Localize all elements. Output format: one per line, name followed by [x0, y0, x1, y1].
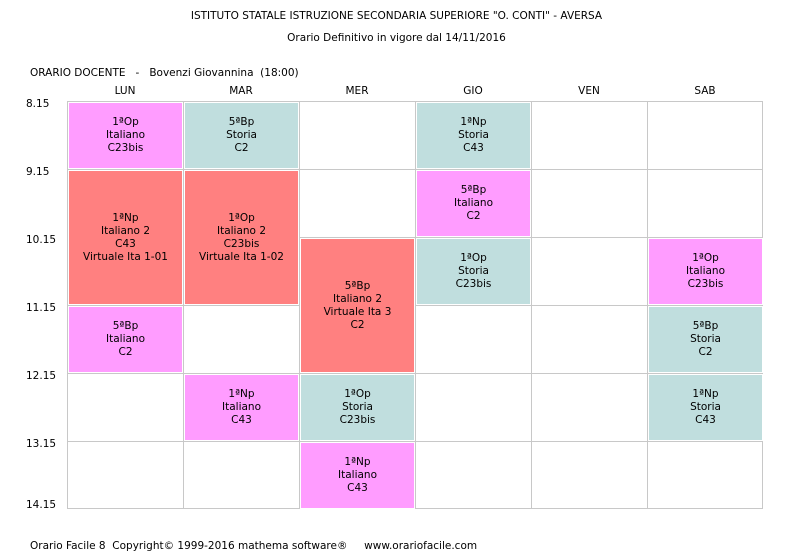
lesson-line: 5ªBp	[344, 279, 371, 292]
lesson-line: Italiano 2	[332, 292, 382, 305]
lesson-line: C2	[234, 142, 249, 154]
lesson-line: 1ªOp	[460, 252, 487, 264]
lesson-cell[interactable]: 1ªNp Italiano 2 C43 Virtuale Ita 1-01	[68, 170, 183, 305]
lesson-line: Italiano 2	[100, 224, 150, 237]
lesson-line: C43	[115, 237, 136, 250]
lesson-line: 1ªNp	[692, 388, 719, 400]
day-header-ven: VEN	[578, 85, 600, 97]
lesson-line: Italiano	[686, 265, 725, 277]
lesson-line: Italiano 2	[216, 224, 266, 237]
time-label: 13.15	[26, 438, 57, 450]
lesson-cell[interactable]: 1ªOp Storia C23bis	[300, 374, 415, 441]
lesson-cell[interactable]: 5ªBp Storia C2	[648, 306, 763, 373]
lesson-line: C23bis	[455, 278, 492, 290]
lesson-line: Storia	[690, 333, 721, 345]
lesson-line: Virtuale Ita 3	[323, 305, 392, 318]
grid-row-divider	[68, 441, 762, 442]
lesson-line: C23bis	[339, 414, 376, 426]
lesson-line: C2	[466, 210, 481, 222]
lesson-line: Storia	[342, 401, 373, 413]
lesson-line: Italiano	[106, 129, 145, 141]
lesson-line: 1ªOp	[228, 211, 255, 224]
lesson-line: 1ªNp	[344, 456, 371, 468]
lesson-line: C43	[695, 414, 716, 426]
lesson-cell[interactable]: 1ªOp Storia C23bis	[416, 238, 531, 305]
lesson-line: C23bis	[107, 142, 144, 154]
lesson-line: 5ªBp	[692, 320, 719, 332]
lesson-line: Italiano	[338, 469, 377, 481]
lesson-line: Storia	[690, 401, 721, 413]
lesson-cell[interactable]: 5ªBp Italiano C2	[68, 306, 183, 373]
footer-copyright: Orario Facile 8 Copyright© 1999-2016 mat…	[30, 540, 478, 552]
lesson-cell[interactable]: 1ªOp Italiano C23bis	[68, 102, 183, 169]
day-header-mer: MER	[345, 85, 369, 97]
lesson-cell[interactable]: 5ªBp Italiano 2 Virtuale Ita 3 C2	[300, 238, 415, 373]
lesson-line: C2	[698, 346, 713, 358]
grid-row-divider	[68, 237, 762, 238]
lesson-line: Storia	[226, 129, 257, 141]
lesson-cell[interactable]: 5ªBp Italiano C2	[416, 170, 531, 237]
time-label: 11.15	[26, 302, 57, 314]
lesson-cell[interactable]: 1ªOp Italiano C23bis	[648, 238, 763, 305]
day-header-lun: LUN	[114, 85, 136, 97]
lesson-line: Virtuale Ita 1-01	[83, 250, 168, 263]
lesson-line: 1ªOp	[112, 116, 139, 128]
day-header-mar: MAR	[229, 85, 253, 97]
lesson-line: C23bis	[223, 237, 260, 250]
lesson-cell[interactable]: 1ªNp Italiano C43	[300, 442, 415, 509]
lesson-cell[interactable]: 1ªNp Italiano C43	[184, 374, 299, 441]
lesson-line: 1ªNp	[228, 388, 255, 400]
lesson-line: 1ªNp	[112, 211, 139, 224]
lesson-line: 1ªNp	[460, 116, 487, 128]
day-header-sab: SAB	[694, 85, 716, 97]
timetable-subtitle: Orario Definitivo in vigore dal 14/11/20…	[287, 32, 506, 44]
lesson-line: C43	[231, 414, 252, 426]
lesson-cell[interactable]: 1ªOp Italiano 2 C23bis Virtuale Ita 1-02	[184, 170, 299, 305]
lesson-line: C2	[118, 346, 133, 358]
grid-row-divider	[68, 169, 762, 170]
lesson-line: 1ªOp	[692, 252, 719, 264]
lesson-line: Italiano	[106, 333, 145, 345]
timetable-grid: 1ªOp Italiano C23bis 1ªNp Italiano 2 C43 Virtu…	[67, 101, 763, 509]
institute-title: ISTITUTO STATALE ISTRUZIONE SECONDARIA S…	[190, 10, 603, 22]
lesson-line: 1ªOp	[344, 388, 371, 400]
time-label: 14.15	[26, 499, 57, 511]
time-label: 8.15	[26, 98, 50, 110]
lesson-line: C43	[463, 142, 484, 154]
lesson-cell[interactable]: 1ªNp Storia C43	[416, 102, 531, 169]
time-label: 10.15	[26, 234, 57, 246]
lesson-line: 5ªBp	[112, 320, 139, 332]
lesson-line: Storia	[458, 129, 489, 141]
lesson-cell[interactable]: 5ªBp Storia C2	[184, 102, 299, 169]
grid-row-divider	[68, 373, 762, 374]
time-label: 12.15	[26, 370, 57, 382]
lesson-line: Italiano	[454, 197, 493, 209]
lesson-line: C2	[350, 318, 365, 331]
lesson-line: C23bis	[687, 278, 724, 290]
lesson-line: Italiano	[222, 401, 261, 413]
time-label: 9.15	[26, 166, 50, 178]
day-header-gio: GIO	[463, 85, 483, 97]
teacher-line: ORARIO DOCENTE - Bovenzi Giovannina (18:…	[30, 67, 299, 79]
lesson-line: 5ªBp	[228, 116, 255, 128]
lesson-line: Virtuale Ita 1-02	[199, 250, 284, 263]
grid-row-divider	[68, 305, 762, 306]
lesson-line: C43	[347, 482, 368, 494]
lesson-line: Storia	[458, 265, 489, 277]
lesson-cell[interactable]: 1ªNp Storia C43	[648, 374, 763, 441]
lesson-line: 5ªBp	[460, 184, 487, 196]
